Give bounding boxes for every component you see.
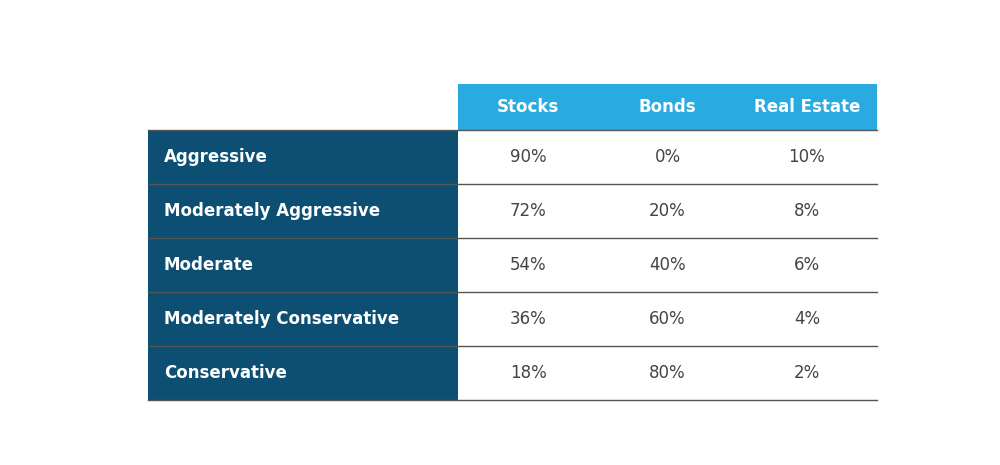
Text: 4%: 4% <box>794 310 820 328</box>
FancyBboxPatch shape <box>148 130 458 184</box>
Text: Aggressive: Aggressive <box>164 148 268 166</box>
FancyBboxPatch shape <box>148 238 458 292</box>
Text: 72%: 72% <box>510 202 546 220</box>
Text: 18%: 18% <box>510 364 546 382</box>
FancyBboxPatch shape <box>458 85 598 130</box>
FancyBboxPatch shape <box>148 184 458 238</box>
Text: 6%: 6% <box>794 256 820 274</box>
Text: 54%: 54% <box>510 256 546 274</box>
Text: 60%: 60% <box>649 310 686 328</box>
Text: Moderately Aggressive: Moderately Aggressive <box>164 202 380 220</box>
Text: 36%: 36% <box>510 310 546 328</box>
Text: 2%: 2% <box>794 364 820 382</box>
Text: 10%: 10% <box>789 148 825 166</box>
FancyBboxPatch shape <box>148 292 458 345</box>
Text: 0%: 0% <box>654 148 681 166</box>
Text: 90%: 90% <box>510 148 546 166</box>
Text: 8%: 8% <box>794 202 820 220</box>
Text: Real Estate: Real Estate <box>754 98 860 116</box>
Text: 20%: 20% <box>649 202 686 220</box>
Text: 80%: 80% <box>649 364 686 382</box>
FancyBboxPatch shape <box>148 345 458 399</box>
Text: 40%: 40% <box>649 256 686 274</box>
FancyBboxPatch shape <box>598 85 737 130</box>
Text: Moderate: Moderate <box>164 256 254 274</box>
Text: Conservative: Conservative <box>164 364 287 382</box>
Text: Moderately Conservative: Moderately Conservative <box>164 310 399 328</box>
Text: Stocks: Stocks <box>497 98 559 116</box>
FancyBboxPatch shape <box>737 85 877 130</box>
Text: Bonds: Bonds <box>639 98 696 116</box>
